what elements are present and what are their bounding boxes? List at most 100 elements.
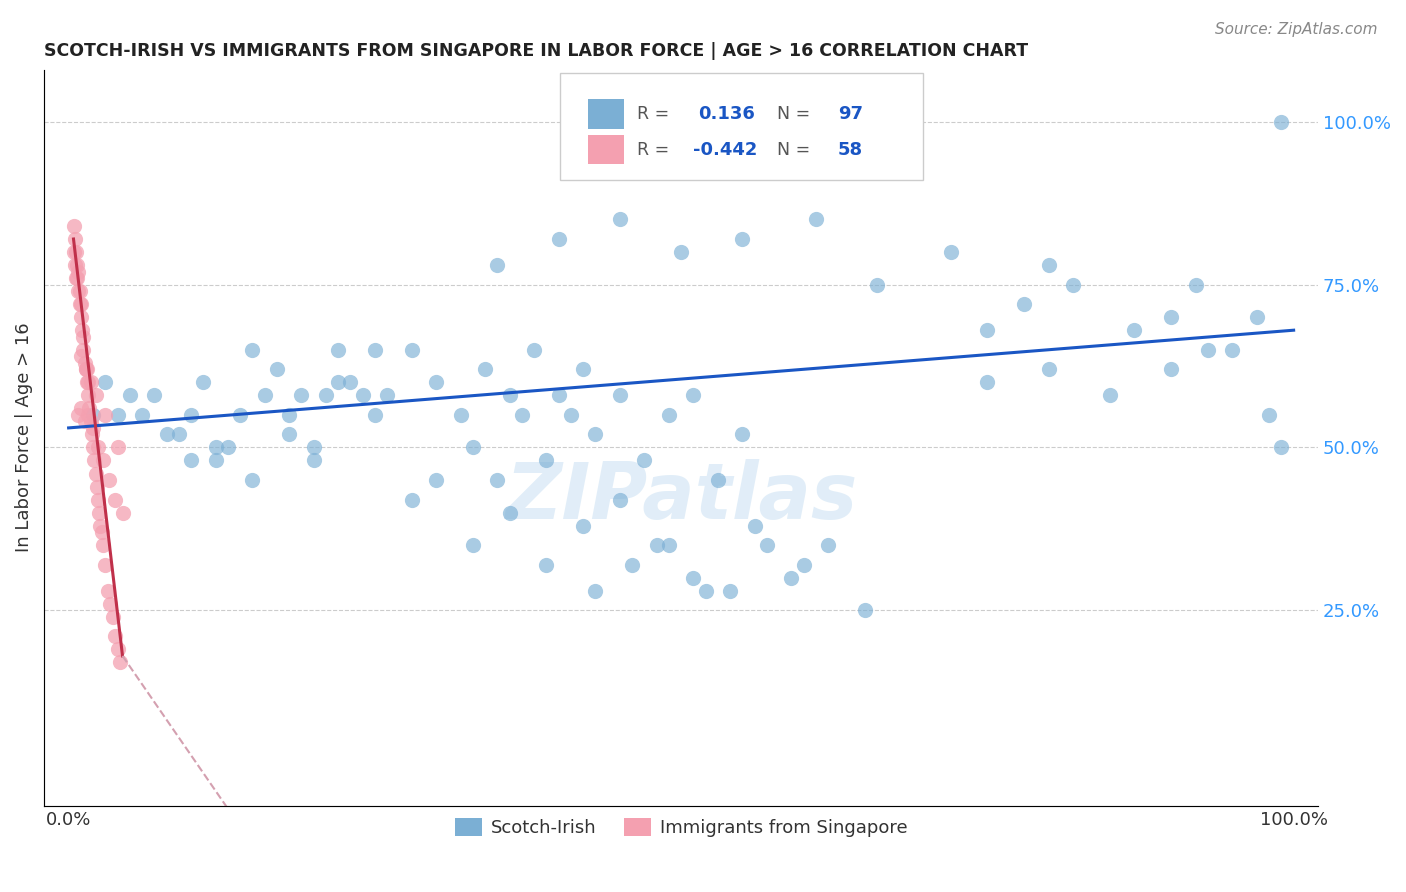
- Point: [976, 376, 998, 390]
- Point: [1098, 388, 1121, 402]
- Point: [70, 310, 93, 325]
- Point: [302, 453, 325, 467]
- Text: 97: 97: [838, 105, 863, 123]
- Point: [939, 245, 962, 260]
- Point: [536, 453, 558, 467]
- Point: [1123, 323, 1146, 337]
- Point: [75, 362, 97, 376]
- Point: [1197, 343, 1219, 357]
- Point: [695, 583, 717, 598]
- Point: [583, 583, 606, 598]
- Point: [156, 427, 179, 442]
- Point: [193, 376, 215, 390]
- Point: [718, 583, 741, 598]
- Point: [486, 473, 509, 487]
- Point: [682, 388, 704, 402]
- Point: [364, 408, 387, 422]
- Point: [609, 492, 631, 507]
- Point: [91, 453, 114, 467]
- Point: [62, 245, 84, 260]
- Text: Source: ZipAtlas.com: Source: ZipAtlas.com: [1215, 22, 1378, 37]
- Point: [682, 571, 704, 585]
- Point: [66, 271, 89, 285]
- Point: [111, 506, 134, 520]
- Text: N =: N =: [776, 141, 810, 159]
- Point: [108, 656, 131, 670]
- Point: [669, 245, 692, 260]
- Point: [89, 506, 111, 520]
- Point: [866, 277, 889, 292]
- Point: [143, 388, 166, 402]
- Point: [290, 388, 312, 402]
- Point: [633, 453, 655, 467]
- Point: [364, 343, 387, 357]
- Point: [167, 427, 190, 442]
- Point: [266, 362, 288, 376]
- Point: [72, 329, 94, 343]
- Point: [976, 323, 998, 337]
- FancyBboxPatch shape: [588, 99, 624, 128]
- FancyBboxPatch shape: [560, 73, 924, 180]
- Point: [89, 518, 111, 533]
- Point: [510, 408, 533, 422]
- Y-axis label: In Labor Force | Age > 16: In Labor Force | Age > 16: [15, 323, 32, 552]
- Point: [67, 408, 90, 422]
- Point: [107, 408, 129, 422]
- Point: [240, 473, 263, 487]
- Point: [523, 343, 546, 357]
- Point: [80, 427, 103, 442]
- Point: [77, 376, 100, 390]
- Point: [731, 427, 754, 442]
- Point: [217, 441, 239, 455]
- Point: [547, 232, 569, 246]
- Point: [87, 492, 110, 507]
- Point: [707, 473, 730, 487]
- Point: [77, 408, 100, 422]
- Point: [82, 408, 104, 422]
- Point: [450, 408, 472, 422]
- Point: [79, 401, 101, 416]
- Point: [645, 538, 668, 552]
- Point: [73, 414, 96, 428]
- Point: [1012, 297, 1035, 311]
- Point: [302, 441, 325, 455]
- Point: [326, 376, 349, 390]
- Point: [180, 408, 202, 422]
- Point: [84, 467, 107, 481]
- Point: [180, 453, 202, 467]
- Point: [104, 492, 127, 507]
- Point: [425, 376, 447, 390]
- Point: [79, 376, 101, 390]
- Point: [352, 388, 374, 402]
- Point: [98, 597, 121, 611]
- Point: [498, 388, 520, 402]
- Text: SCOTCH-IRISH VS IMMIGRANTS FROM SINGAPORE IN LABOR FORCE | AGE > 16 CORRELATION : SCOTCH-IRISH VS IMMIGRANTS FROM SINGAPOR…: [44, 42, 1028, 60]
- Point: [498, 506, 520, 520]
- Point: [107, 642, 129, 657]
- Point: [401, 492, 423, 507]
- Point: [65, 245, 87, 260]
- Point: [73, 356, 96, 370]
- Point: [104, 629, 127, 643]
- Point: [76, 376, 98, 390]
- Text: N =: N =: [776, 105, 810, 123]
- Point: [339, 376, 361, 390]
- Point: [425, 473, 447, 487]
- Point: [1222, 343, 1244, 357]
- Point: [98, 473, 121, 487]
- Point: [67, 264, 90, 278]
- Point: [63, 232, 86, 246]
- Point: [572, 362, 595, 376]
- Point: [69, 284, 91, 298]
- Point: [621, 558, 644, 572]
- Point: [315, 388, 337, 402]
- Point: [804, 212, 827, 227]
- Point: [1062, 277, 1084, 292]
- Point: [780, 571, 803, 585]
- Text: -0.442: -0.442: [693, 141, 756, 159]
- Point: [658, 538, 681, 552]
- Point: [560, 408, 582, 422]
- Point: [101, 609, 124, 624]
- Point: [69, 297, 91, 311]
- Point: [609, 388, 631, 402]
